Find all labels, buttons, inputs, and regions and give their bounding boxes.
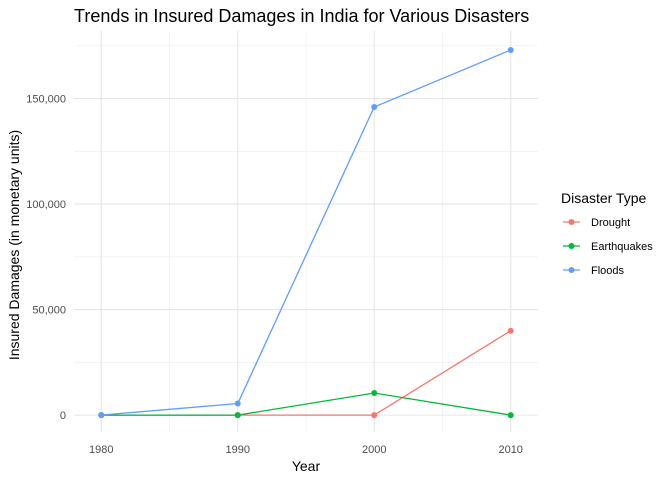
data-point-floods: [98, 412, 105, 419]
legend-title: Disaster Type: [561, 190, 647, 206]
data-point-drought: [371, 412, 378, 419]
x-axis-title: Year: [292, 458, 321, 474]
legend-label-drought: Drought: [591, 217, 630, 229]
data-point-drought: [507, 327, 514, 334]
y-axis-title: Insured Damages (in monetary units): [6, 130, 22, 360]
data-point-earthquakes: [507, 412, 514, 419]
data-point-earthquakes: [371, 389, 378, 396]
legend-key-point-earthquakes: [568, 243, 575, 249]
data-point-earthquakes: [234, 412, 241, 419]
series-lines: [101, 49, 512, 416]
grid: [74, 31, 538, 432]
x-tick-label: 1990: [226, 444, 250, 456]
series-line-floods: [101, 49, 511, 416]
legend-label-earthquakes: Earthquakes: [591, 241, 653, 253]
series-line-earthquakes: [101, 392, 511, 416]
y-tick-label: 100,000: [26, 199, 66, 211]
x-tick-label: 1980: [89, 444, 113, 456]
series-points: [98, 46, 514, 419]
legend-label-floods: Floods: [591, 265, 625, 277]
y-tick-label: 0: [60, 410, 66, 422]
legend-key-point-drought: [568, 219, 575, 225]
x-tick-label: 2000: [362, 444, 386, 456]
chart-title: Trends in Insured Damages in India for V…: [74, 6, 529, 26]
y-axis-ticks: 0 50,000 100,000 150,000: [26, 94, 66, 423]
y-tick-label: 150,000: [26, 94, 66, 106]
x-axis-ticks: 1980 1990 2000 2010: [89, 444, 523, 456]
data-point-floods: [234, 400, 241, 407]
legend: Disaster Type Drought Earthquakes Floods: [561, 190, 653, 277]
data-point-floods: [507, 46, 514, 53]
data-point-floods: [371, 103, 378, 110]
x-tick-label: 2010: [498, 444, 522, 456]
legend-key-point-floods: [568, 267, 575, 273]
y-tick-label: 50,000: [32, 305, 66, 317]
